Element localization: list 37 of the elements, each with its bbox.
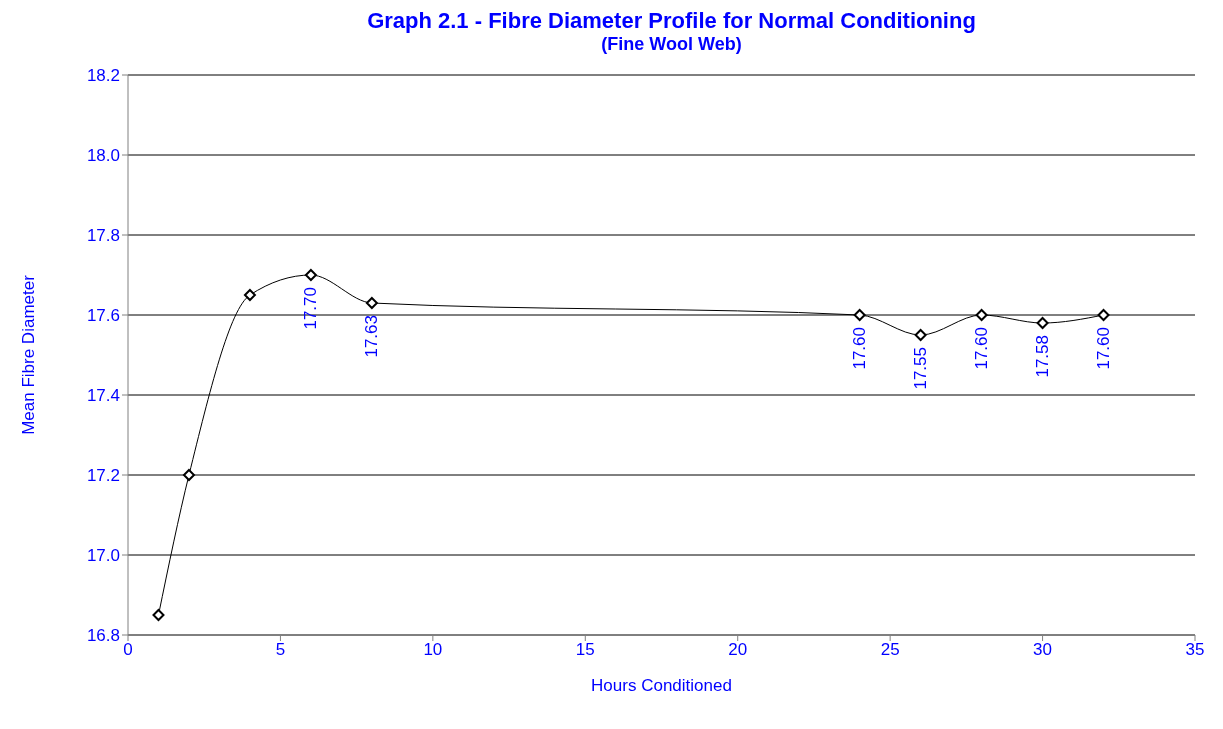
x-tick-label: 30 xyxy=(1033,640,1053,660)
y-tick-label: 17.4 xyxy=(86,386,120,406)
point xyxy=(1036,317,1049,329)
y-tick-label: 17.8 xyxy=(86,226,120,246)
point xyxy=(182,469,195,481)
x-tick-label: 15 xyxy=(575,640,595,660)
data-label: 17.60 xyxy=(850,327,870,370)
point xyxy=(365,297,378,309)
point xyxy=(975,309,988,321)
data-label: 17.60 xyxy=(972,327,992,370)
y-tick-label: 18.0 xyxy=(86,146,120,166)
point xyxy=(853,309,866,321)
data-label: 17.63 xyxy=(362,315,382,358)
point xyxy=(914,329,927,341)
y-tick-label: 17.2 xyxy=(86,466,120,486)
x-tick-label: 25 xyxy=(880,640,900,660)
x-axis-title: Hours Conditioned xyxy=(591,676,732,695)
data-label: 17.70 xyxy=(301,287,321,330)
point xyxy=(304,269,317,281)
x-tick-label: 10 xyxy=(423,640,443,660)
point xyxy=(243,289,256,301)
point xyxy=(152,609,165,621)
y-tick-label: 16.8 xyxy=(86,626,120,646)
chart-subtitle: (Fine Wool Web) xyxy=(600,34,743,55)
data-label: 17.58 xyxy=(1033,335,1053,378)
y-tick-label: 18.2 xyxy=(86,66,120,86)
y-tick-label: 17.0 xyxy=(86,546,120,566)
data-label: 17.55 xyxy=(911,347,931,390)
x-tick-label: 0 xyxy=(123,640,133,660)
point xyxy=(1097,309,1110,321)
x-tick-label: 5 xyxy=(275,640,286,660)
y-axis-title: Mean Fibre Diameter xyxy=(19,274,39,435)
x-tick-label: 20 xyxy=(728,640,748,660)
chart-title: Graph 2.1 - Fibre Diameter Profile for Normal Conditioning xyxy=(366,8,977,34)
data-label: 17.60 xyxy=(1094,327,1114,370)
x-tick-label: 35 xyxy=(1185,640,1205,660)
y-tick-label: 17.6 xyxy=(86,306,120,326)
